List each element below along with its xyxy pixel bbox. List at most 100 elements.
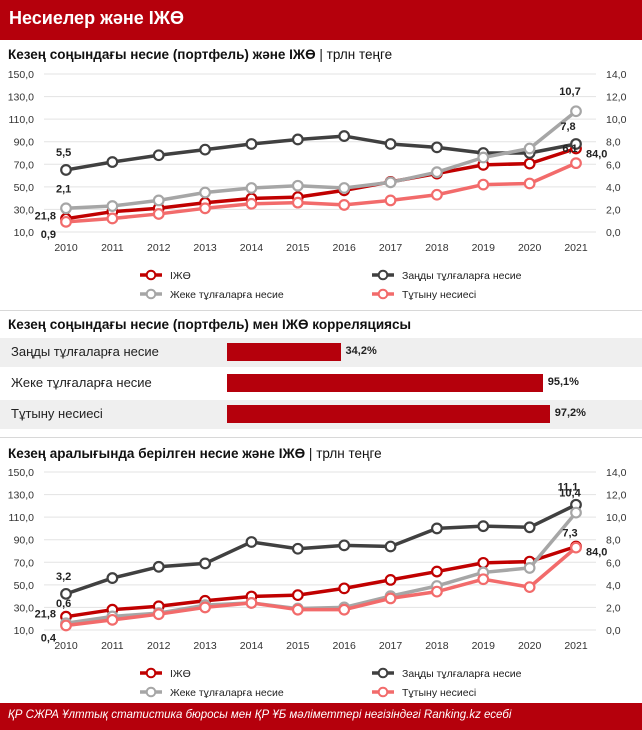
chart1-ytick-right: 0,0 (606, 227, 621, 239)
chart3-data-label: 7,3 (562, 528, 577, 540)
chart3-xtick: 2020 (518, 640, 542, 652)
chart3-data-label: 0,4 (41, 632, 57, 644)
chart1-ytick-right: 14,0 (606, 69, 627, 81)
correlation-row: Тұтыну несиесі 97,2% (0, 400, 642, 429)
chart1-data-label: 10,7 (559, 86, 580, 98)
chart3-ytick-right: 2,0 (606, 602, 621, 614)
header-banner: Несиелер және ІЖӨ (0, 0, 642, 40)
chart1-data-point (384, 194, 397, 207)
chart1-data-point (152, 208, 165, 220)
chart3-xtick: 2015 (286, 640, 310, 652)
chart3-data-point (384, 540, 397, 553)
chart1-ytick-left: 130,0 (8, 92, 34, 104)
chart3-xtick: 2014 (240, 640, 264, 652)
chart3-data-point (152, 560, 165, 573)
chart3-data-point (431, 565, 443, 578)
chart1-legend-marker (145, 269, 157, 281)
chart3-xtick: 2021 (564, 640, 588, 652)
chart1-legend-label: Заңды тұлғаларға несие (402, 270, 522, 282)
chart3-data-label: 84,0 (586, 546, 607, 558)
chart1-data-point (570, 105, 582, 118)
chart3-data-point (384, 573, 397, 586)
chart3-data-point (523, 521, 536, 534)
chart3-data-point (60, 619, 72, 632)
chart3-data-point (570, 541, 582, 554)
chart1-data-point (523, 177, 536, 190)
chart1-xtick: 2017 (379, 242, 403, 254)
chart3-legend-label: ІЖӨ (170, 668, 191, 680)
chart3-legend-label: Жеке тұлғаларға несие (170, 687, 284, 699)
chart3-data-label: 11,1 (558, 482, 579, 494)
chart3-data-point (338, 582, 351, 595)
chart1-line-chart: 10,0 30,0 50,0 70,0 90,0 110,0 130,0 150,0 0,0 2,… (8, 69, 627, 301)
chart1-xtick: 2018 (425, 242, 449, 254)
chart3-ytick-left: 90,0 (14, 535, 35, 547)
chart3-data-point (477, 573, 490, 586)
chart1-data-point (523, 157, 536, 170)
chart1-data-point (199, 186, 211, 199)
chart1-data-point (106, 200, 119, 212)
chart1-xtick: 2012 (147, 242, 171, 254)
source-text: ҚР СЖРА Ұлттық статистика бюросы мен ҚР … (8, 709, 512, 721)
chart3-data-point (523, 581, 536, 594)
chart1-data-label: 84,0 (586, 148, 607, 160)
chart1-data-point (245, 138, 258, 150)
chart1-data-point (60, 202, 72, 215)
chart3-data-label: 21,8 (35, 609, 56, 621)
source-footer: ҚР СЖРА Ұлттық статистика бюросы мен ҚР … (0, 703, 642, 730)
correlation-category-label: Жеке тұлғаларға несие (11, 375, 152, 390)
chart1-legend-label: ІЖӨ (170, 270, 191, 282)
chart1-data-point (477, 151, 490, 164)
chart3-data-point (106, 572, 119, 584)
chart1-data-label: 2,1 (56, 183, 71, 195)
chart1-series-line (65, 161, 577, 224)
chart3-data-point (106, 613, 119, 626)
chart3-line-chart: 10,0 30,0 50,0 70,0 90,0 110,0 130,0 150,0 0,0 2,… (8, 467, 627, 699)
chart1-ytick-left: 10,0 (14, 227, 35, 239)
chart3-legend-label: Тұтыну несиесі (402, 687, 476, 699)
chart1-xtick: 2011 (101, 242, 124, 254)
chart1-ytick-left: 90,0 (14, 137, 35, 149)
chart3-data-point (245, 536, 258, 548)
chart1-data-point (338, 130, 351, 142)
chart1-ytick-left: 50,0 (14, 182, 35, 194)
chart1-data-point (291, 133, 304, 146)
chart3-legend-marker (145, 686, 157, 698)
chart1-data-label: 7,8 (560, 121, 575, 133)
chart3-data-point (152, 608, 165, 621)
chart3-data-point (523, 562, 536, 574)
chart3-series-line (65, 503, 577, 596)
chart3-data-point (570, 506, 582, 519)
chart1-ytick-left: 70,0 (14, 159, 35, 171)
chart1-series-line (65, 109, 578, 211)
chart1-data-point (431, 166, 443, 179)
chart3-ytick-left: 150,0 (8, 467, 34, 479)
chart1-xtick: 2020 (518, 242, 542, 254)
chart3-ytick-left: 70,0 (14, 557, 35, 569)
chart1-data-point (431, 141, 443, 154)
chart3-ytick-right: 12,0 (606, 490, 627, 502)
chart1-data-point (152, 149, 165, 162)
divider (0, 310, 642, 311)
chart1-data-point (106, 156, 119, 168)
chart1-data-point (338, 199, 351, 211)
chart3-legend-marker (377, 667, 389, 679)
chart3-data-label: 10,4 (559, 488, 581, 500)
chart3-title-text: Кезең аралығында берілген несие және ІЖӨ (8, 446, 306, 461)
chart1-xtick: 2016 (333, 242, 357, 254)
chart3-ytick-left: 130,0 (8, 490, 34, 502)
chart3-legend-marker (377, 686, 389, 698)
chart1-ytick-right: 8,0 (606, 137, 621, 149)
chart1-xtick: 2019 (472, 242, 496, 254)
chart3-ytick-left: 110,0 (9, 512, 35, 524)
chart1-data-point (431, 188, 443, 201)
chart3-data-label: 0,6 (56, 598, 71, 610)
divider (0, 437, 642, 438)
chart3-data-point (477, 556, 490, 569)
chart3-data-point (384, 592, 397, 605)
chart3-ytick-right: 6,0 (606, 557, 621, 569)
chart1-data-point (106, 212, 119, 225)
chart1-data-point (523, 142, 536, 155)
chart1-ytick-right: 2,0 (606, 204, 621, 216)
correlation-row: Жеке тұлғаларға несие 95,1% (0, 369, 642, 398)
